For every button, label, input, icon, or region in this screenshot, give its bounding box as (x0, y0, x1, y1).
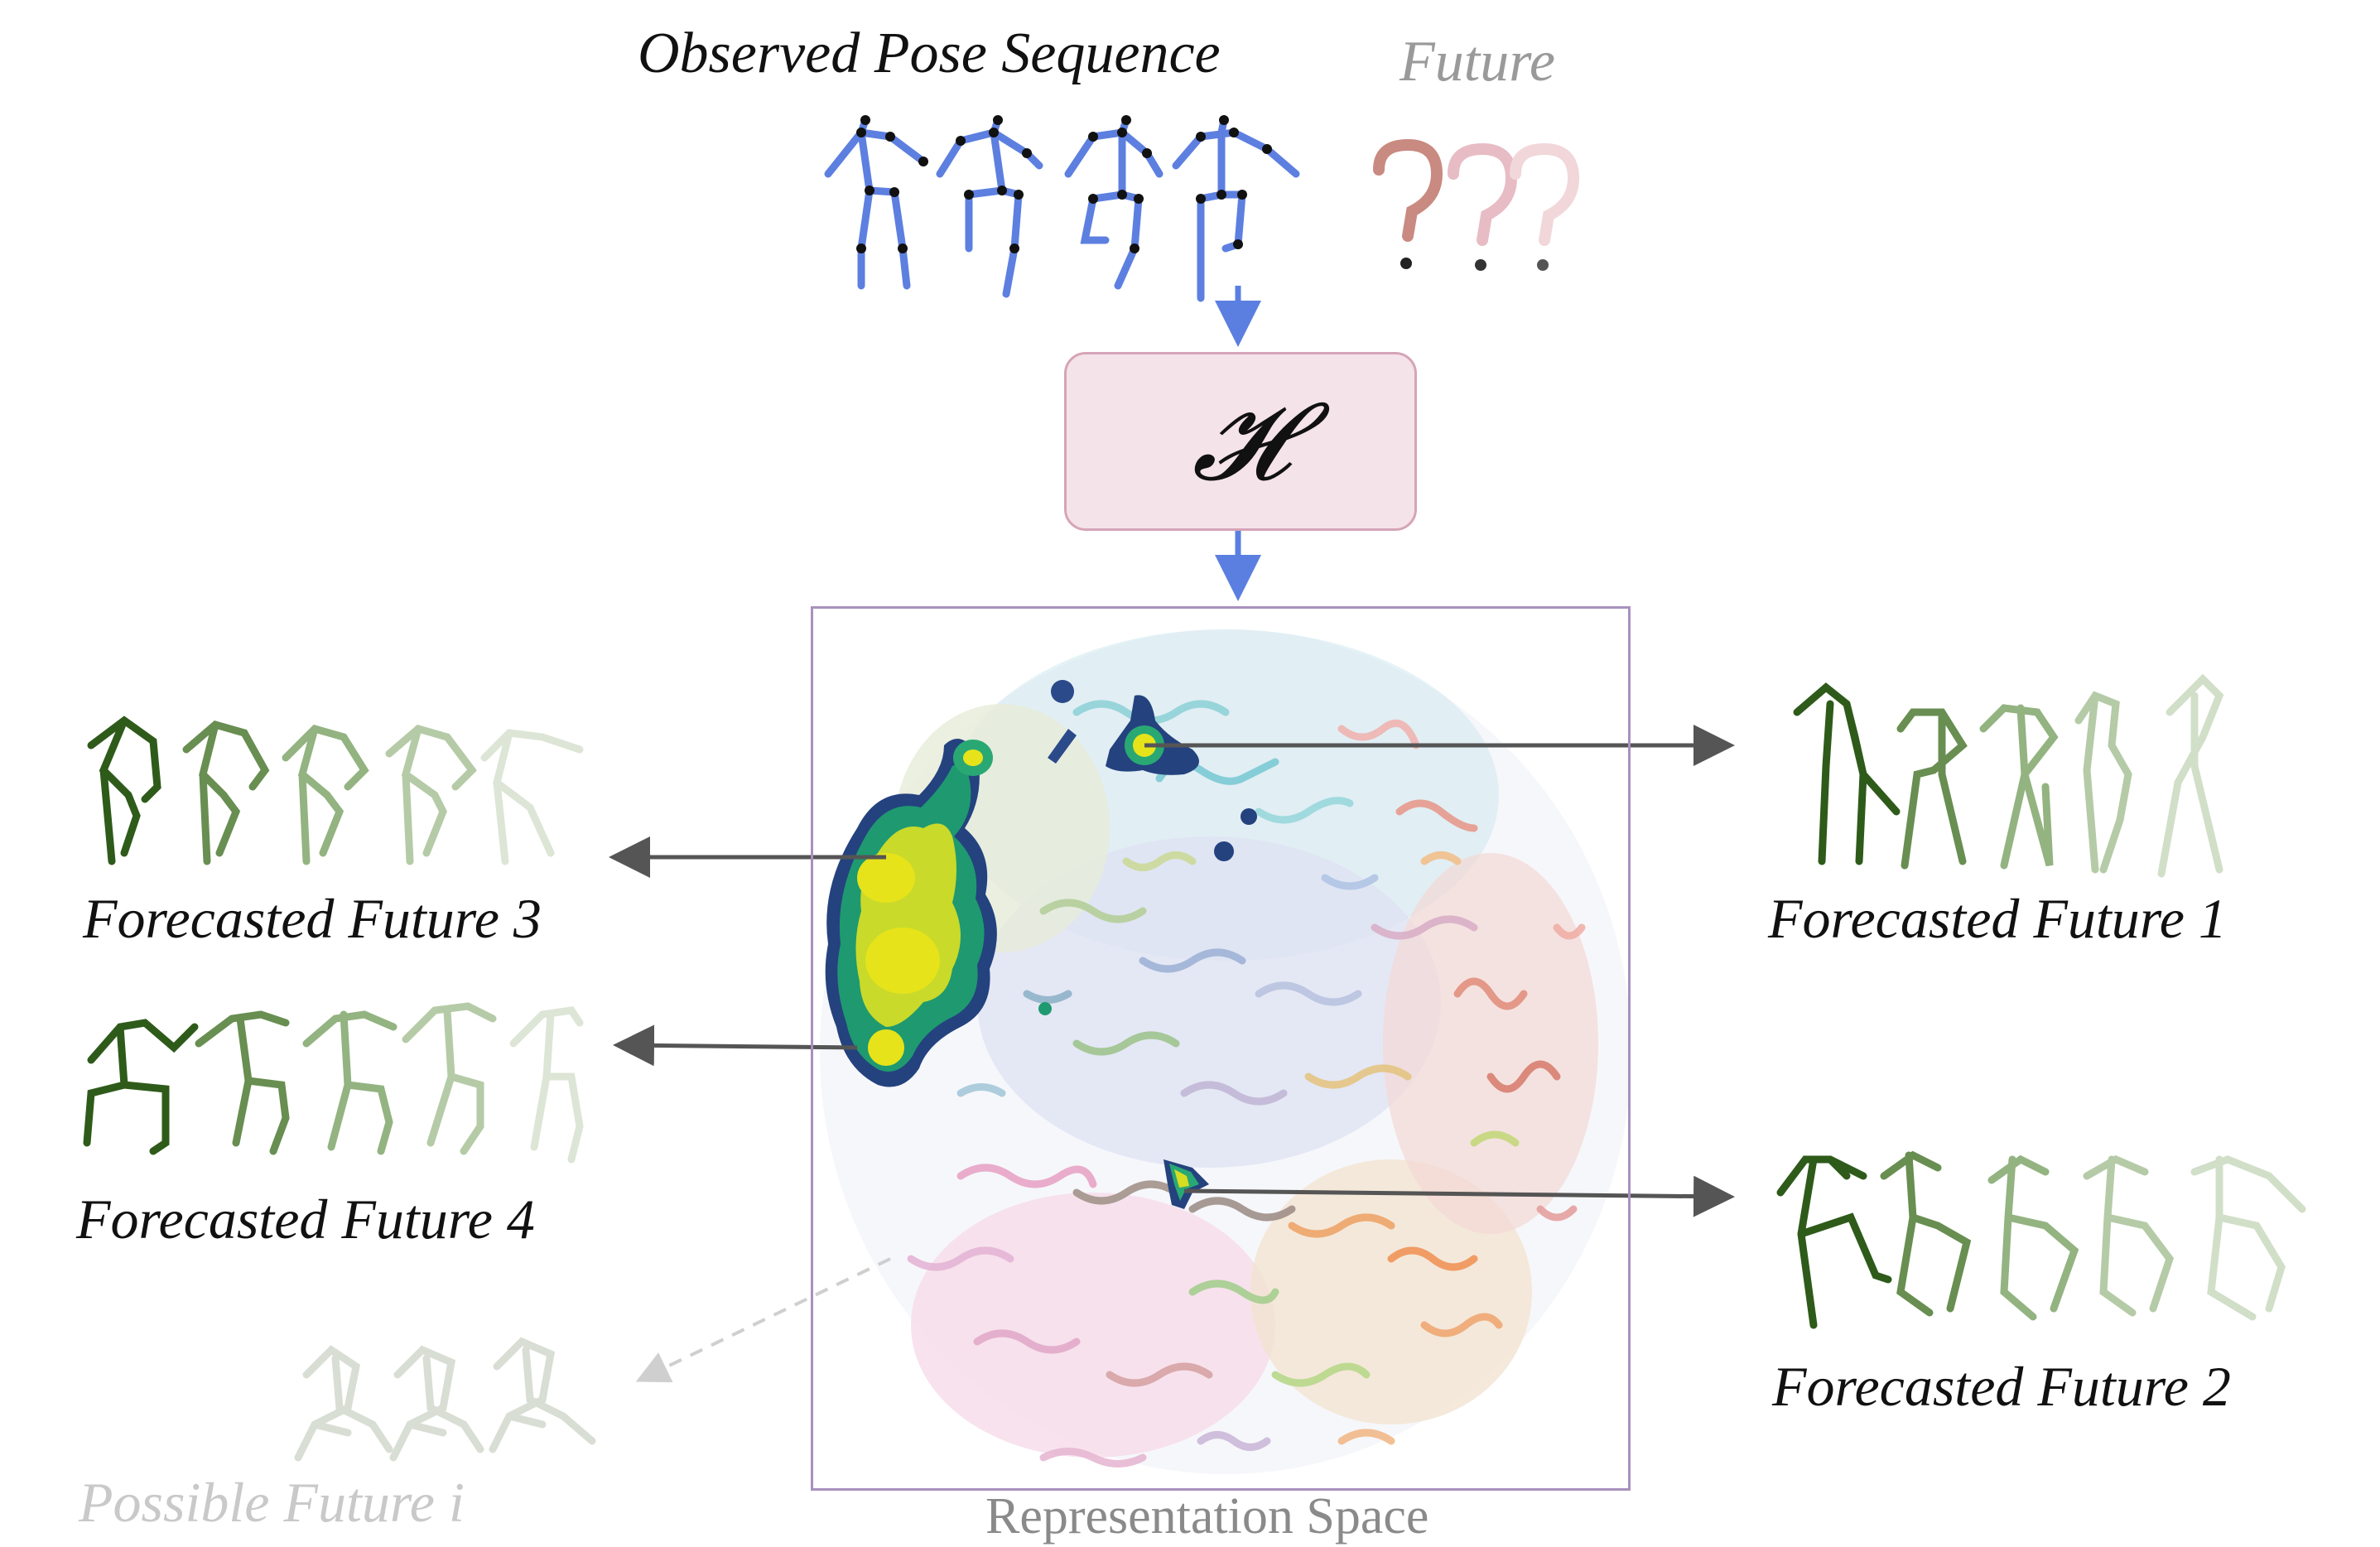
forecast-3-label: Forecasted Future 3 (83, 887, 542, 950)
representation-space-label: Representation Space (985, 1488, 1429, 1545)
representation-scatter (820, 629, 1628, 1474)
representation-space-box (811, 606, 1631, 1491)
forecast-4-label: Forecasted Future 4 (76, 1188, 535, 1251)
forecast-2-label: Forecasted Future 2 (1772, 1355, 2231, 1418)
future-title: Future (1400, 30, 1555, 94)
model-h-box: 𝓗 (1064, 352, 1417, 531)
forecast-pose-sequence-2 (1776, 1150, 2306, 1329)
possible-future-pose-sequence (294, 1337, 596, 1462)
model-h-symbol: 𝓗 (1192, 378, 1289, 504)
future-question-marks (1373, 138, 1580, 271)
observed-pose-sequence (824, 116, 1300, 302)
observed-pose-2 (936, 116, 1043, 298)
observed-pose-4 (1172, 116, 1300, 302)
forecast-pose-sequence-4 (83, 1002, 584, 1164)
density-hotspots (825, 680, 1257, 1209)
forecast-pose-sequence-1 (1793, 673, 2224, 878)
observed-pose-3 (1064, 116, 1164, 290)
observed-pose-1 (824, 116, 927, 290)
forecast-1-label: Forecasted Future 1 (1768, 887, 2227, 950)
possible-future-label: Possible Future i (79, 1471, 465, 1534)
observed-sequence-title: Observed Pose Sequence (638, 22, 1221, 85)
observed-joints (856, 115, 1272, 253)
forecast-pose-sequence-3 (87, 716, 584, 865)
